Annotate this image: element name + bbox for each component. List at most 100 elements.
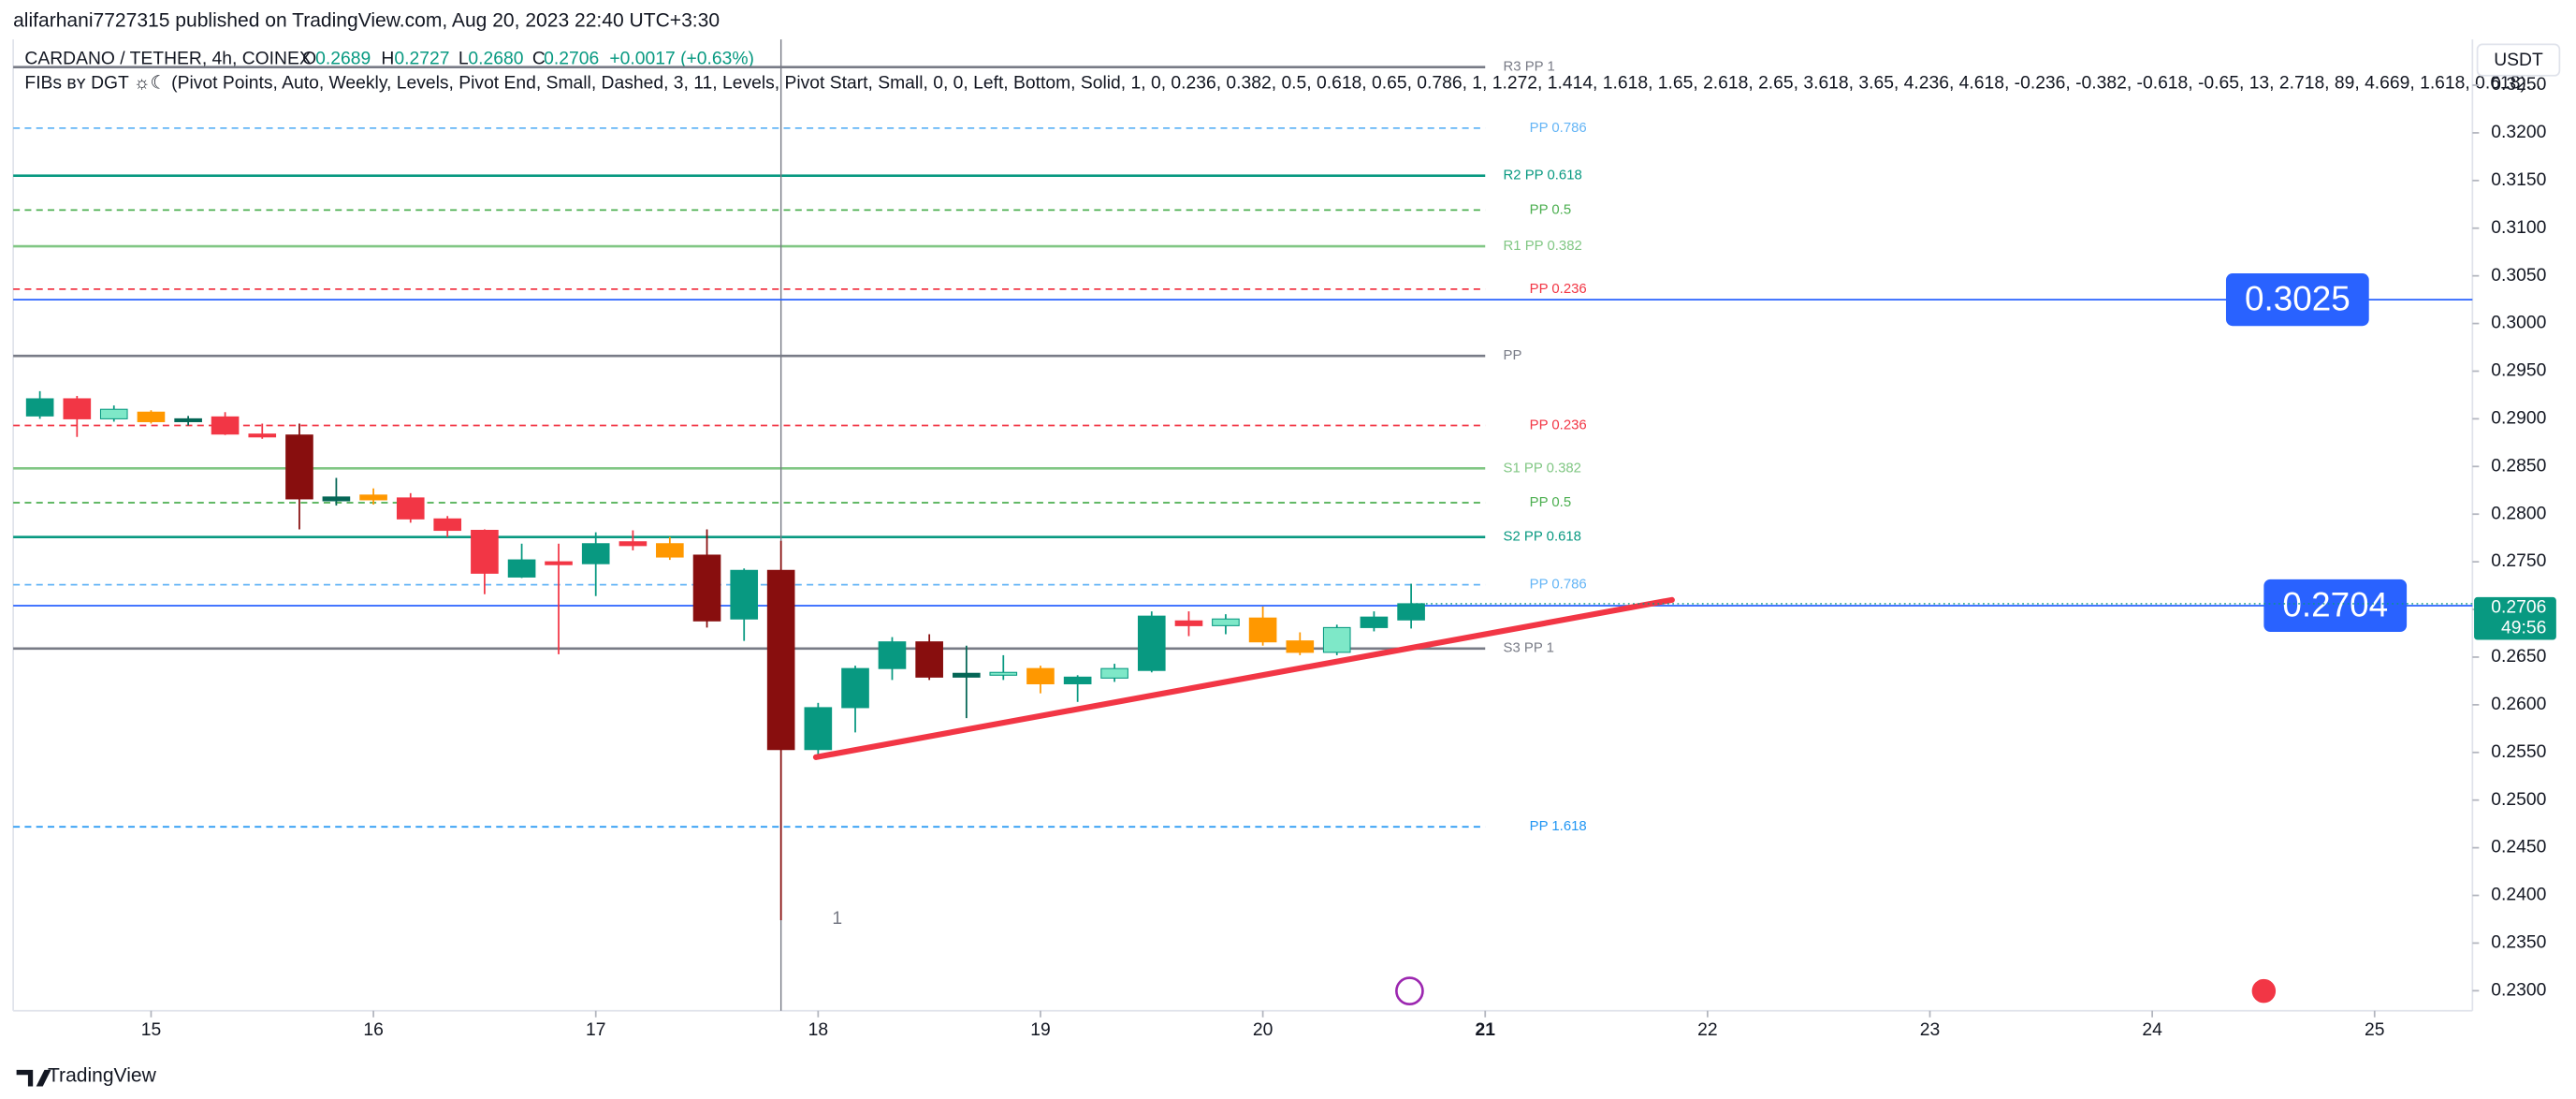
candle-body: [692, 554, 721, 622]
change: +0.0017 (+0.63%): [609, 49, 754, 68]
last-price-box: [2474, 596, 2556, 640]
y-tick-label: 0.2750: [2491, 551, 2546, 571]
pivot-label: R2 PP 0.618: [1504, 168, 1582, 183]
candle-body: [1137, 615, 1166, 671]
publisher: alifarhani7727315 published on TradingVi…: [13, 9, 720, 31]
candle-body: [137, 411, 166, 422]
symbol: CARDANO / TETHER, 4h, COINEX: [24, 49, 311, 68]
candle-body: [322, 496, 351, 502]
price-label-box: [2263, 579, 2408, 633]
candle-body: [1397, 603, 1425, 621]
l-label: L: [458, 49, 469, 68]
y-tick-label: 0.2950: [2491, 361, 2546, 381]
y-tick-label: 0.2350: [2491, 933, 2546, 953]
indicator: FIBs ʙʏ DGT ☼☾ (Pivot Points, Auto, Week…: [24, 74, 2541, 94]
pivot-label: PP 0.5: [1530, 201, 1571, 217]
x-tick-label: 15: [141, 1020, 161, 1040]
candle-body: [1322, 626, 1351, 653]
price-label: 0.3025: [2245, 280, 2350, 318]
y-tick-label: 0.3100: [2491, 218, 2546, 238]
y-tick-label: 0.3150: [2491, 170, 2546, 190]
pivot-label: R3 PP 1: [1504, 59, 1555, 75]
candle-body: [953, 672, 981, 678]
h-label: H: [381, 49, 394, 68]
annotation: 1: [832, 909, 842, 929]
currency-box[interactable]: [2476, 43, 2561, 77]
c-label: C: [532, 49, 546, 68]
c-value: 0.2706: [544, 49, 599, 68]
x-tick-label: 24: [2142, 1020, 2162, 1040]
y-tick-label: 0.2500: [2491, 790, 2546, 810]
candle-body: [730, 569, 759, 620]
candle-body: [1063, 676, 1092, 684]
candle-body: [63, 398, 92, 419]
x-tick-label: 23: [1920, 1020, 1940, 1040]
y-tick-label: 0.2600: [2491, 695, 2546, 714]
pivot-label: S2 PP 0.618: [1504, 529, 1581, 545]
y-tick-label: 0.2450: [2491, 838, 2546, 857]
candle-body: [619, 541, 648, 547]
candle-body: [878, 641, 907, 669]
logo: [16, 1069, 51, 1087]
y-tick-label: 0.3050: [2491, 266, 2546, 286]
y-tick-label: 0.3200: [2491, 123, 2546, 142]
trendline: [812, 596, 1675, 760]
y-tick-label: 0.2300: [2491, 980, 2546, 1000]
candle-body: [804, 707, 833, 751]
o-label: O: [302, 49, 316, 68]
candle-body: [581, 543, 610, 564]
x-tick-label: 18: [808, 1020, 828, 1040]
y-tick-label: 0.2800: [2491, 504, 2546, 523]
currency[interactable]: USDT: [2494, 51, 2543, 70]
x-tick-label: 16: [363, 1020, 383, 1040]
candle-body: [656, 543, 684, 558]
candle-body: [174, 418, 202, 422]
candle-body: [545, 561, 573, 565]
pivot-label: PP: [1504, 347, 1522, 363]
candle-body: [471, 530, 499, 574]
plot: 0.3250 0.3200 0.3150 0.3100 0.3050 0.3000 0.29…: [13, 39, 2546, 1040]
candle-body: [99, 408, 128, 419]
price-label: 0.2704: [2282, 585, 2388, 623]
candle-body: [766, 569, 795, 751]
pivot-label: PP 0.236: [1530, 417, 1587, 432]
x-tick-label: 21: [1476, 1020, 1496, 1040]
price-label-box: [2225, 273, 2369, 327]
candle-body: [1026, 667, 1055, 684]
pivot-label: S3 PP 1: [1504, 640, 1554, 656]
candle-body: [248, 433, 277, 438]
pivot-label: PP 1.618: [1530, 818, 1587, 834]
candle-body: [1174, 620, 1203, 626]
candle-body: [285, 434, 313, 500]
pivot-label: PP 0.786: [1530, 120, 1587, 136]
candle-body: [396, 497, 425, 520]
y-tick-label: 0.2400: [2491, 886, 2546, 905]
y-tick-label: 0.2650: [2491, 647, 2546, 667]
candle-body: [841, 667, 869, 709]
candle-body: [433, 518, 462, 532]
event-icon: [2249, 976, 2278, 1006]
candle-body: [1212, 618, 1240, 626]
candle-body: [1248, 617, 1277, 643]
candle-body: [915, 641, 943, 678]
y-tick-label: 0.2900: [2491, 408, 2546, 428]
event-icon: [1395, 976, 1424, 1006]
pivot-label: PP 0.786: [1530, 577, 1587, 593]
pivot-label: PP 0.236: [1530, 281, 1587, 297]
candle-body: [989, 671, 1018, 676]
candle-body: [359, 494, 387, 501]
candle-body: [1360, 616, 1389, 628]
candle-body: [1286, 640, 1315, 653]
candle-body: [25, 398, 54, 417]
pivot-label: PP 0.5: [1530, 494, 1571, 510]
last-price: 0.2706: [2491, 597, 2546, 617]
pivot-label: S1 PP 0.382: [1504, 460, 1581, 476]
y-tick-label: 0.2550: [2491, 742, 2546, 762]
pivot-label: R1 PP 0.382: [1504, 238, 1582, 254]
candle-body: [507, 559, 536, 578]
brand: TradingView: [48, 1065, 157, 1087]
x-tick-label: 22: [1697, 1020, 1717, 1040]
y-tick-label: 0.2850: [2491, 456, 2546, 476]
